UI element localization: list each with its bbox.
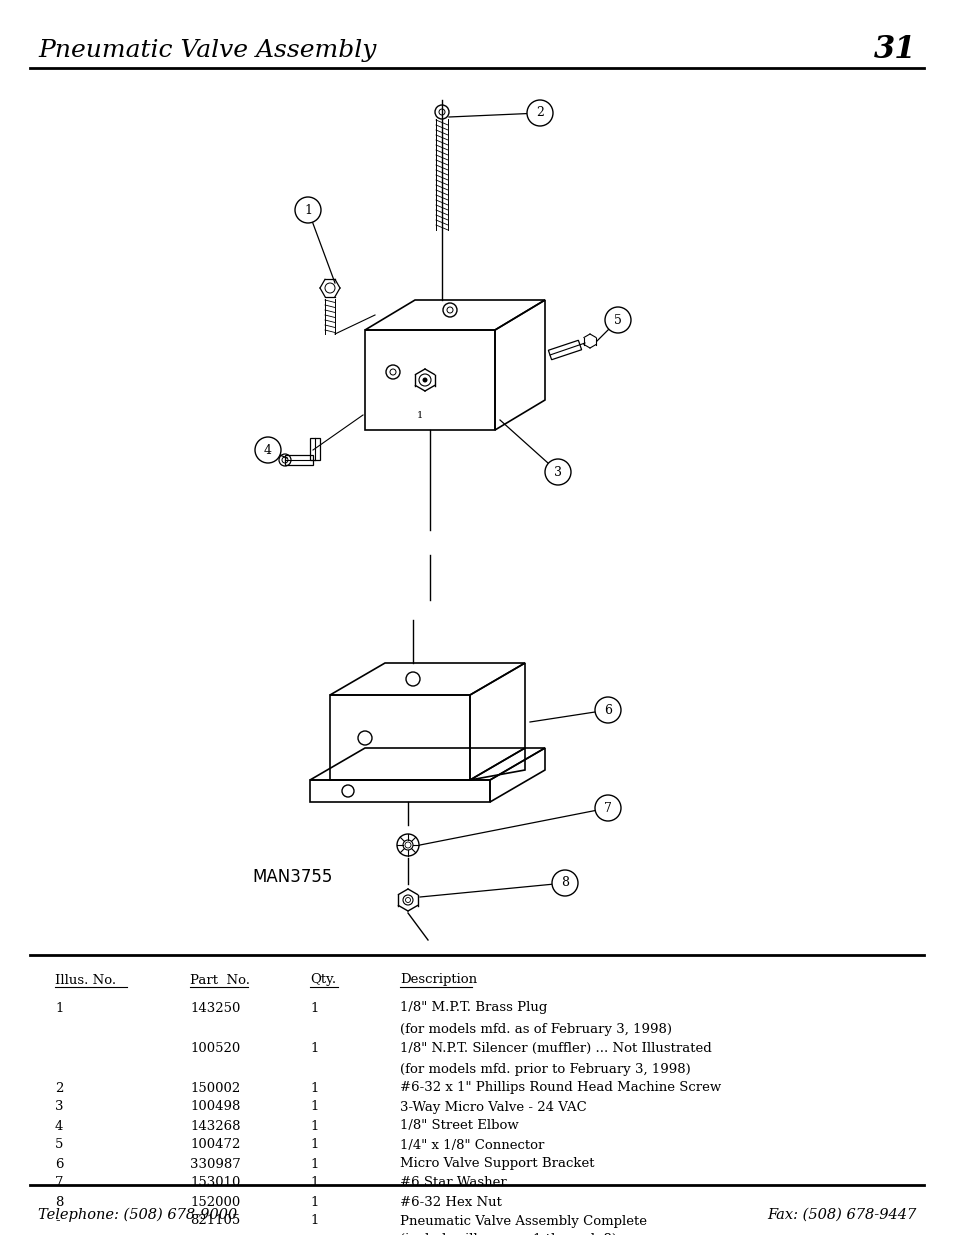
Text: #6-32 Hex Nut: #6-32 Hex Nut [399,1195,501,1209]
Text: (includes illus. nos. 1 through 8): (includes illus. nos. 1 through 8) [399,1234,617,1235]
Text: 3: 3 [55,1100,64,1114]
Text: 1: 1 [310,1100,318,1114]
Text: 6: 6 [55,1157,64,1171]
Text: 1/4" x 1/8" Connector: 1/4" x 1/8" Connector [399,1139,544,1151]
Circle shape [544,459,571,485]
Text: 5: 5 [55,1139,63,1151]
Text: (for models mfd. as of February 3, 1998): (for models mfd. as of February 3, 1998) [399,1024,671,1036]
Text: Description: Description [399,973,476,987]
Text: 1/8" N.P.T. Silencer (muffler) ... Not Illustrated: 1/8" N.P.T. Silencer (muffler) ... Not I… [399,1041,711,1055]
Circle shape [526,100,553,126]
Text: 7: 7 [55,1177,64,1189]
Circle shape [254,437,281,463]
Text: Qty.: Qty. [310,973,335,987]
Text: 6: 6 [603,704,612,716]
Text: Part  No.: Part No. [190,973,250,987]
Text: (for models mfd. prior to February 3, 1998): (for models mfd. prior to February 3, 19… [399,1063,690,1077]
Text: Fax: (508) 678-9447: Fax: (508) 678-9447 [766,1208,915,1221]
Text: 5: 5 [614,314,621,326]
Text: #6-32 x 1" Phillips Round Head Machine Screw: #6-32 x 1" Phillips Round Head Machine S… [399,1082,720,1094]
Text: 31: 31 [873,35,915,65]
Text: 3: 3 [554,466,561,478]
Text: 1: 1 [310,1082,318,1094]
Text: 1: 1 [55,1002,63,1014]
Text: 1: 1 [310,1157,318,1171]
Text: 4: 4 [55,1119,63,1132]
Circle shape [604,308,630,333]
Text: 3-Way Micro Valve - 24 VAC: 3-Way Micro Valve - 24 VAC [399,1100,586,1114]
Text: MAN3755: MAN3755 [252,868,332,885]
Text: 1: 1 [310,1139,318,1151]
Text: 143268: 143268 [190,1119,240,1132]
Text: 150002: 150002 [190,1082,240,1094]
Text: 2: 2 [55,1082,63,1094]
Text: #6 Star Washer: #6 Star Washer [399,1177,506,1189]
Circle shape [595,697,620,722]
Text: Pneumatic Valve Assembly: Pneumatic Valve Assembly [38,38,376,62]
Text: 100520: 100520 [190,1041,240,1055]
Text: 1: 1 [310,1177,318,1189]
Text: 1: 1 [416,411,423,420]
Text: 1: 1 [310,1195,318,1209]
Text: 152000: 152000 [190,1195,240,1209]
Text: Pneumatic Valve Assembly Complete: Pneumatic Valve Assembly Complete [399,1214,646,1228]
Text: 8: 8 [560,877,568,889]
Text: 1: 1 [304,204,312,216]
Text: Illus. No.: Illus. No. [55,973,116,987]
Text: 4: 4 [264,443,272,457]
Text: 330987: 330987 [190,1157,240,1171]
Circle shape [294,198,320,224]
Text: 1: 1 [310,1214,318,1228]
Text: -: - [55,1214,59,1228]
Text: 153010: 153010 [190,1177,240,1189]
Text: Micro Valve Support Bracket: Micro Valve Support Bracket [399,1157,594,1171]
Text: 1/8" Street Elbow: 1/8" Street Elbow [399,1119,518,1132]
Text: 821105: 821105 [190,1214,240,1228]
Text: 1/8" M.P.T. Brass Plug: 1/8" M.P.T. Brass Plug [399,1002,547,1014]
Text: 143250: 143250 [190,1002,240,1014]
Text: 1: 1 [310,1002,318,1014]
Text: 8: 8 [55,1195,63,1209]
Circle shape [552,869,578,897]
Circle shape [422,378,427,383]
Text: 100472: 100472 [190,1139,240,1151]
Text: Telephone: (508) 678-9000: Telephone: (508) 678-9000 [38,1208,237,1223]
Text: 2: 2 [536,106,543,120]
Text: 1: 1 [310,1041,318,1055]
Text: 7: 7 [603,802,611,815]
Text: 100498: 100498 [190,1100,240,1114]
Text: 1: 1 [310,1119,318,1132]
Circle shape [595,795,620,821]
